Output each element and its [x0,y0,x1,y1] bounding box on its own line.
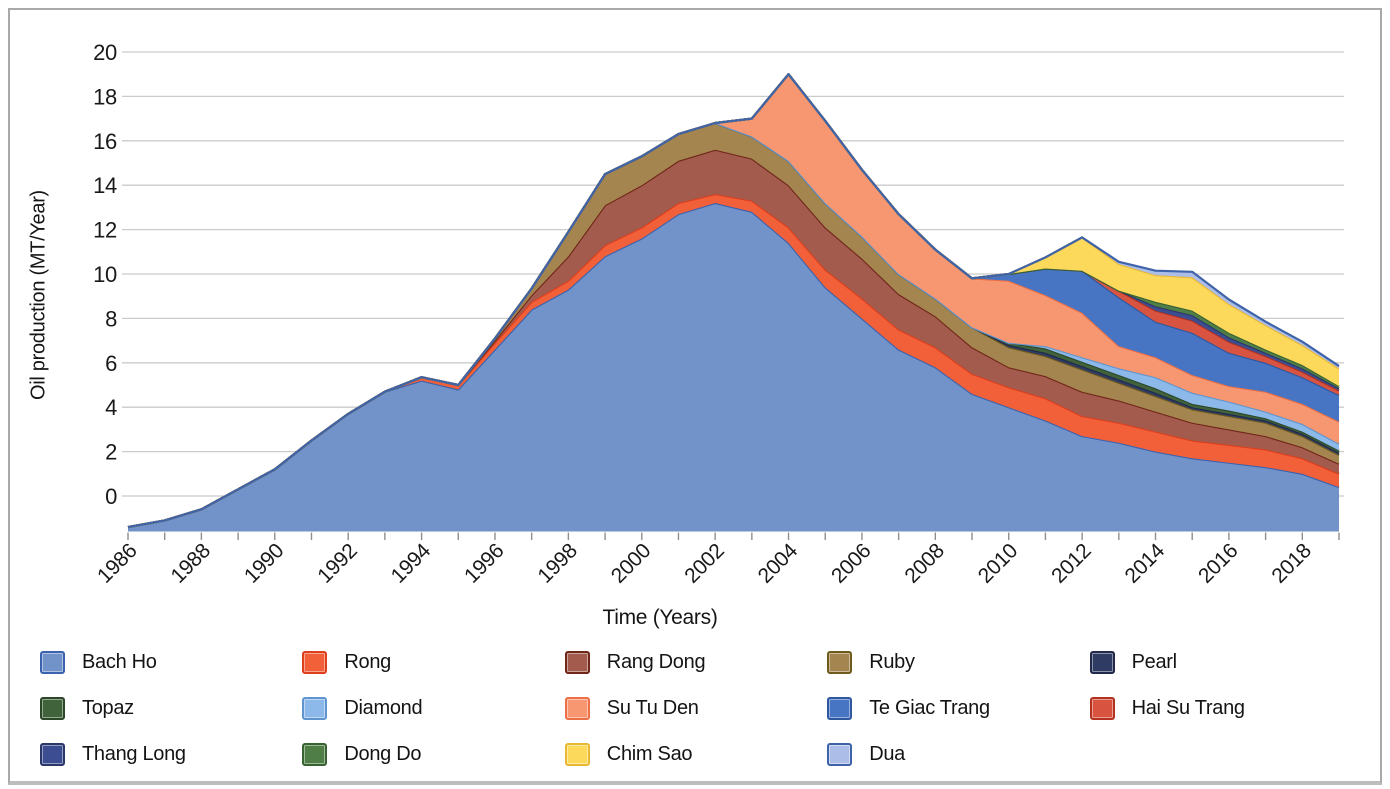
legend-swatch-ruby [827,650,853,674]
y-tick-label-8: 8 [105,306,117,331]
legend-swatch-pearl [1089,650,1115,674]
x-tick-label-2002: 2002 [680,539,728,587]
legend-swatch-bach-ho [40,650,65,674]
legend-item-pearl: Pearl [1089,647,1352,677]
x-tick-label-1996: 1996 [460,539,508,587]
x-tick-label-1990: 1990 [240,539,288,587]
x-tick-label-2016: 2016 [1194,539,1242,587]
legend-item-bach-ho: Bach Ho [40,647,302,677]
x-tick-label-1992: 1992 [313,539,361,587]
x-tick-label-2014: 2014 [1121,539,1170,588]
y-tick-label-10: 10 [93,262,117,287]
y-tick-label-14: 14 [93,173,117,198]
x-tick-label-1986: 1986 [93,539,141,587]
legend-item-te-giac-trang: Te Giac Trang [827,693,1089,723]
chart-legend: Bach Ho Rong Rang Dong Ruby Pearl Topaz Diamon… [40,647,1352,769]
legend-label-dong-do: Dong Do [344,742,422,765]
legend-swatch-chim-sao [564,742,590,766]
y-tick-label-16: 16 [93,129,117,154]
legend-label-ruby: Ruby [869,650,915,673]
x-tick-label-1988: 1988 [166,539,214,587]
x-tick-label-1998: 1998 [533,539,581,587]
x-tick-label-2012: 2012 [1047,539,1095,587]
legend-swatch-hai-su-trang [1089,696,1115,720]
y-tick-label-12: 12 [93,218,117,243]
legend-label-chim-sao: Chim Sao [606,742,693,765]
legend-label-rang-dong: Rang Dong [606,650,706,673]
x-tick-label-2010: 2010 [974,539,1022,587]
area-te-giac-trang [128,74,1339,528]
legend-label-topaz: Topaz [82,696,134,719]
legend-label-te-giac-trang: Te Giac Trang [869,696,990,719]
legend-item-dua: Dua [827,739,1089,769]
x-tick-label-2018: 2018 [1267,539,1315,587]
y-tick-label-2: 2 [105,440,117,465]
x-tick-label-2006: 2006 [827,539,875,587]
legend-label-thang-long: Thang Long [82,742,186,765]
legend-swatch-te-giac-trang [827,696,853,720]
legend-swatch-dua [827,742,853,766]
legend-label-su-tu-den: Su Tu Den [606,696,699,719]
legend-label-bach-ho: Bach Ho [82,650,157,673]
legend-swatch-thang-long [40,742,65,766]
legend-swatch-topaz [40,696,65,720]
area-outline-dua [127,73,1340,529]
x-tick-label-1994: 1994 [387,539,436,588]
legend-label-rong: Rong [344,650,392,673]
x-tick-label-2004: 2004 [754,539,803,588]
area-bach-ho [128,203,1339,532]
legend-item-chim-sao: Chim Sao [564,739,827,769]
legend-item-thang-long: Thang Long [40,739,302,769]
x-tick-label-2008: 2008 [900,539,948,587]
y-tick-label-0: 0 [105,484,117,509]
y-axis-title: Oil production (MT/Year) [27,190,50,400]
legend-item-topaz: Topaz [40,693,302,723]
legend-item-su-tu-den: Su Tu Den [564,693,827,723]
legend-item-hai-su-trang: Hai Su Trang [1089,693,1352,723]
legend-item-diamond: Diamond [302,693,564,723]
legend-item-rang-dong: Rang Dong [564,647,827,677]
legend-item-dong-do: Dong Do [302,739,564,769]
legend-swatch-dong-do [302,742,328,766]
legend-label-diamond: Diamond [344,696,423,719]
legend-item-ruby: Ruby [827,647,1089,677]
x-axis-title: Time (Years) [602,606,718,629]
legend-swatch-su-tu-den [564,696,590,720]
legend-item-rong: Rong [302,647,564,677]
legend-label-hai-su-trang: Hai Su Trang [1131,696,1245,719]
y-tick-label-18: 18 [93,84,117,109]
legend-label-dua: Dua [869,742,905,765]
x-tick-label-2000: 2000 [607,539,655,587]
y-tick-label-6: 6 [105,351,117,376]
legend-label-pearl: Pearl [1131,650,1178,673]
y-tick-label-20: 20 [93,40,117,65]
y-tick-label-4: 4 [105,395,117,420]
legend-swatch-rang-dong [564,650,590,674]
legend-swatch-diamond [302,696,328,720]
legend-swatch-rong [302,650,328,674]
